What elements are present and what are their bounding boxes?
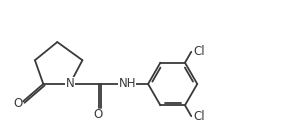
Text: N: N bbox=[66, 77, 74, 90]
Text: O: O bbox=[93, 108, 102, 121]
Text: Cl: Cl bbox=[193, 45, 205, 58]
Text: Cl: Cl bbox=[193, 110, 205, 123]
Text: O: O bbox=[13, 97, 23, 110]
Text: NH: NH bbox=[118, 77, 136, 90]
